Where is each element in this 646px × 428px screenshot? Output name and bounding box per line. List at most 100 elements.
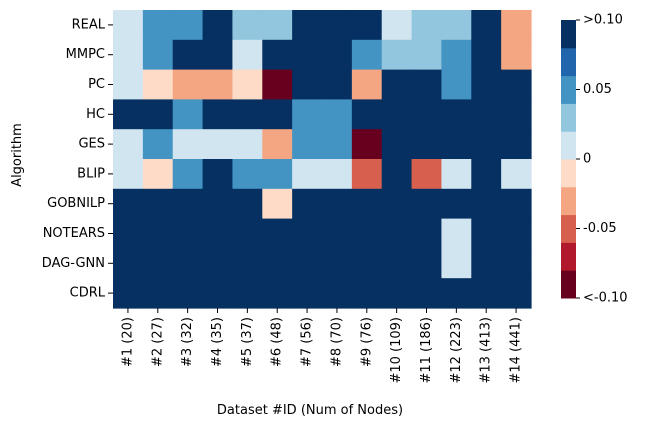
heatmap-cell bbox=[501, 218, 532, 249]
heatmap-cell bbox=[381, 218, 413, 249]
colorbar-segment bbox=[561, 270, 576, 299]
heatmap-cell bbox=[172, 278, 204, 309]
heatmap-cell bbox=[142, 278, 174, 309]
heatmap-cell bbox=[322, 218, 353, 249]
x-tick-label: #6 (48) bbox=[270, 317, 285, 367]
x-tick-label: #11 (186) bbox=[419, 317, 434, 384]
heatmap-cell bbox=[501, 129, 532, 160]
x-tick-label: #3 (32) bbox=[180, 317, 195, 367]
heatmap-cell bbox=[441, 218, 472, 249]
colorbar-segment bbox=[561, 159, 576, 188]
heatmap-cell bbox=[142, 69, 174, 100]
heatmap-cell bbox=[471, 188, 502, 220]
heatmap-cell bbox=[142, 10, 174, 41]
heatmap-cell bbox=[411, 69, 443, 100]
heatmap-cell bbox=[172, 129, 204, 160]
y-tick-label: GOBNILP bbox=[47, 196, 105, 211]
heatmap-cell bbox=[202, 69, 234, 100]
y-tick-label: DAG-GNN bbox=[42, 256, 105, 271]
colorbar-tick-label: 0.05 bbox=[583, 82, 612, 97]
x-tick-label: #14 (441) bbox=[509, 317, 524, 384]
heatmap-cell bbox=[471, 218, 502, 249]
colorbar-segment bbox=[561, 47, 576, 77]
heatmap-cell bbox=[322, 69, 353, 100]
heatmap-cell bbox=[411, 188, 443, 220]
heatmap-cell bbox=[262, 248, 293, 279]
heatmap-cell bbox=[202, 129, 234, 160]
colorbar-segment bbox=[561, 20, 576, 49]
heatmap-cell bbox=[501, 39, 532, 71]
heatmap-cell bbox=[322, 188, 353, 220]
heatmap-cell bbox=[441, 188, 472, 220]
colorbar-segment bbox=[561, 103, 576, 132]
heatmap-cell bbox=[292, 188, 323, 220]
heatmap-cell bbox=[202, 248, 234, 279]
heatmap-cell bbox=[322, 278, 353, 309]
heatmap-cell bbox=[232, 188, 263, 220]
heatmap-cell bbox=[113, 69, 144, 100]
heatmap-cell bbox=[441, 69, 472, 100]
y-tick-label: MMPC bbox=[66, 47, 105, 62]
x-tick-label: #10 (109) bbox=[389, 317, 404, 384]
heatmap-cell bbox=[232, 218, 263, 249]
heatmap-cell bbox=[471, 159, 502, 190]
heatmap-cell bbox=[202, 10, 234, 41]
heatmap-cell bbox=[262, 39, 293, 71]
heatmap-cell bbox=[381, 69, 413, 100]
x-tick-label: #5 (37) bbox=[240, 317, 255, 367]
heatmap-cell bbox=[381, 99, 413, 130]
heatmap-cell bbox=[172, 159, 204, 190]
x-tick-label: #8 (70) bbox=[329, 317, 344, 367]
x-tick-label: #12 (223) bbox=[449, 317, 464, 384]
heatmap-cell bbox=[381, 278, 413, 309]
x-tick-label: #9 (76) bbox=[359, 317, 374, 367]
heatmap-cell bbox=[381, 10, 413, 41]
heatmap-cell bbox=[113, 248, 144, 279]
heatmap-cell bbox=[232, 99, 263, 130]
colorbar-segment bbox=[561, 242, 576, 271]
y-tick-label: GES bbox=[78, 137, 105, 152]
heatmap-cell bbox=[381, 159, 413, 190]
heatmap-cell bbox=[441, 278, 472, 309]
heatmap-cell bbox=[501, 10, 532, 41]
heatmap-cell bbox=[292, 159, 323, 190]
heatmap-cell bbox=[113, 99, 144, 130]
heatmap-cell bbox=[411, 159, 443, 190]
heatmap-cell bbox=[381, 188, 413, 220]
heatmap-cell bbox=[441, 99, 472, 130]
heatmap-cell bbox=[381, 248, 413, 279]
heatmap-cell bbox=[441, 248, 472, 279]
colorbar-segment bbox=[561, 214, 576, 243]
heatmap-cell bbox=[202, 188, 234, 220]
heatmap-cell bbox=[113, 188, 144, 220]
heatmap-cell bbox=[113, 218, 144, 249]
heatmap-cell bbox=[292, 10, 323, 41]
heatmap-cell bbox=[441, 10, 472, 41]
heatmap-cell bbox=[232, 159, 263, 190]
heatmap-cell bbox=[142, 218, 174, 249]
colorbar-segment bbox=[561, 186, 576, 216]
heatmap-cell bbox=[501, 69, 532, 100]
heatmap-cell bbox=[202, 99, 234, 130]
heatmap-cell bbox=[142, 248, 174, 279]
heatmap-cell bbox=[411, 248, 443, 279]
y-axis-label: Algorithm bbox=[10, 123, 25, 187]
heatmap-cell bbox=[142, 159, 174, 190]
heatmap-cell bbox=[322, 39, 353, 71]
y-tick-label: HC bbox=[86, 107, 105, 122]
heatmap-cell bbox=[351, 99, 383, 130]
heatmap-cell bbox=[232, 278, 263, 309]
heatmap-cell bbox=[292, 248, 323, 279]
heatmap-cell bbox=[232, 248, 263, 279]
heatmap-cell bbox=[172, 69, 204, 100]
heatmap-cell bbox=[322, 99, 353, 130]
heatmap-cell bbox=[322, 159, 353, 190]
heatmap-cell bbox=[441, 159, 472, 190]
heatmap-cell bbox=[411, 39, 443, 71]
y-tick-label: REAL bbox=[72, 17, 106, 32]
heatmap-cell bbox=[113, 278, 144, 309]
heatmap-cell bbox=[351, 39, 383, 71]
colorbar: >0.10 0.05 0 -0.05 <-0.10 bbox=[561, 13, 628, 306]
heatmap-cell bbox=[441, 39, 472, 71]
